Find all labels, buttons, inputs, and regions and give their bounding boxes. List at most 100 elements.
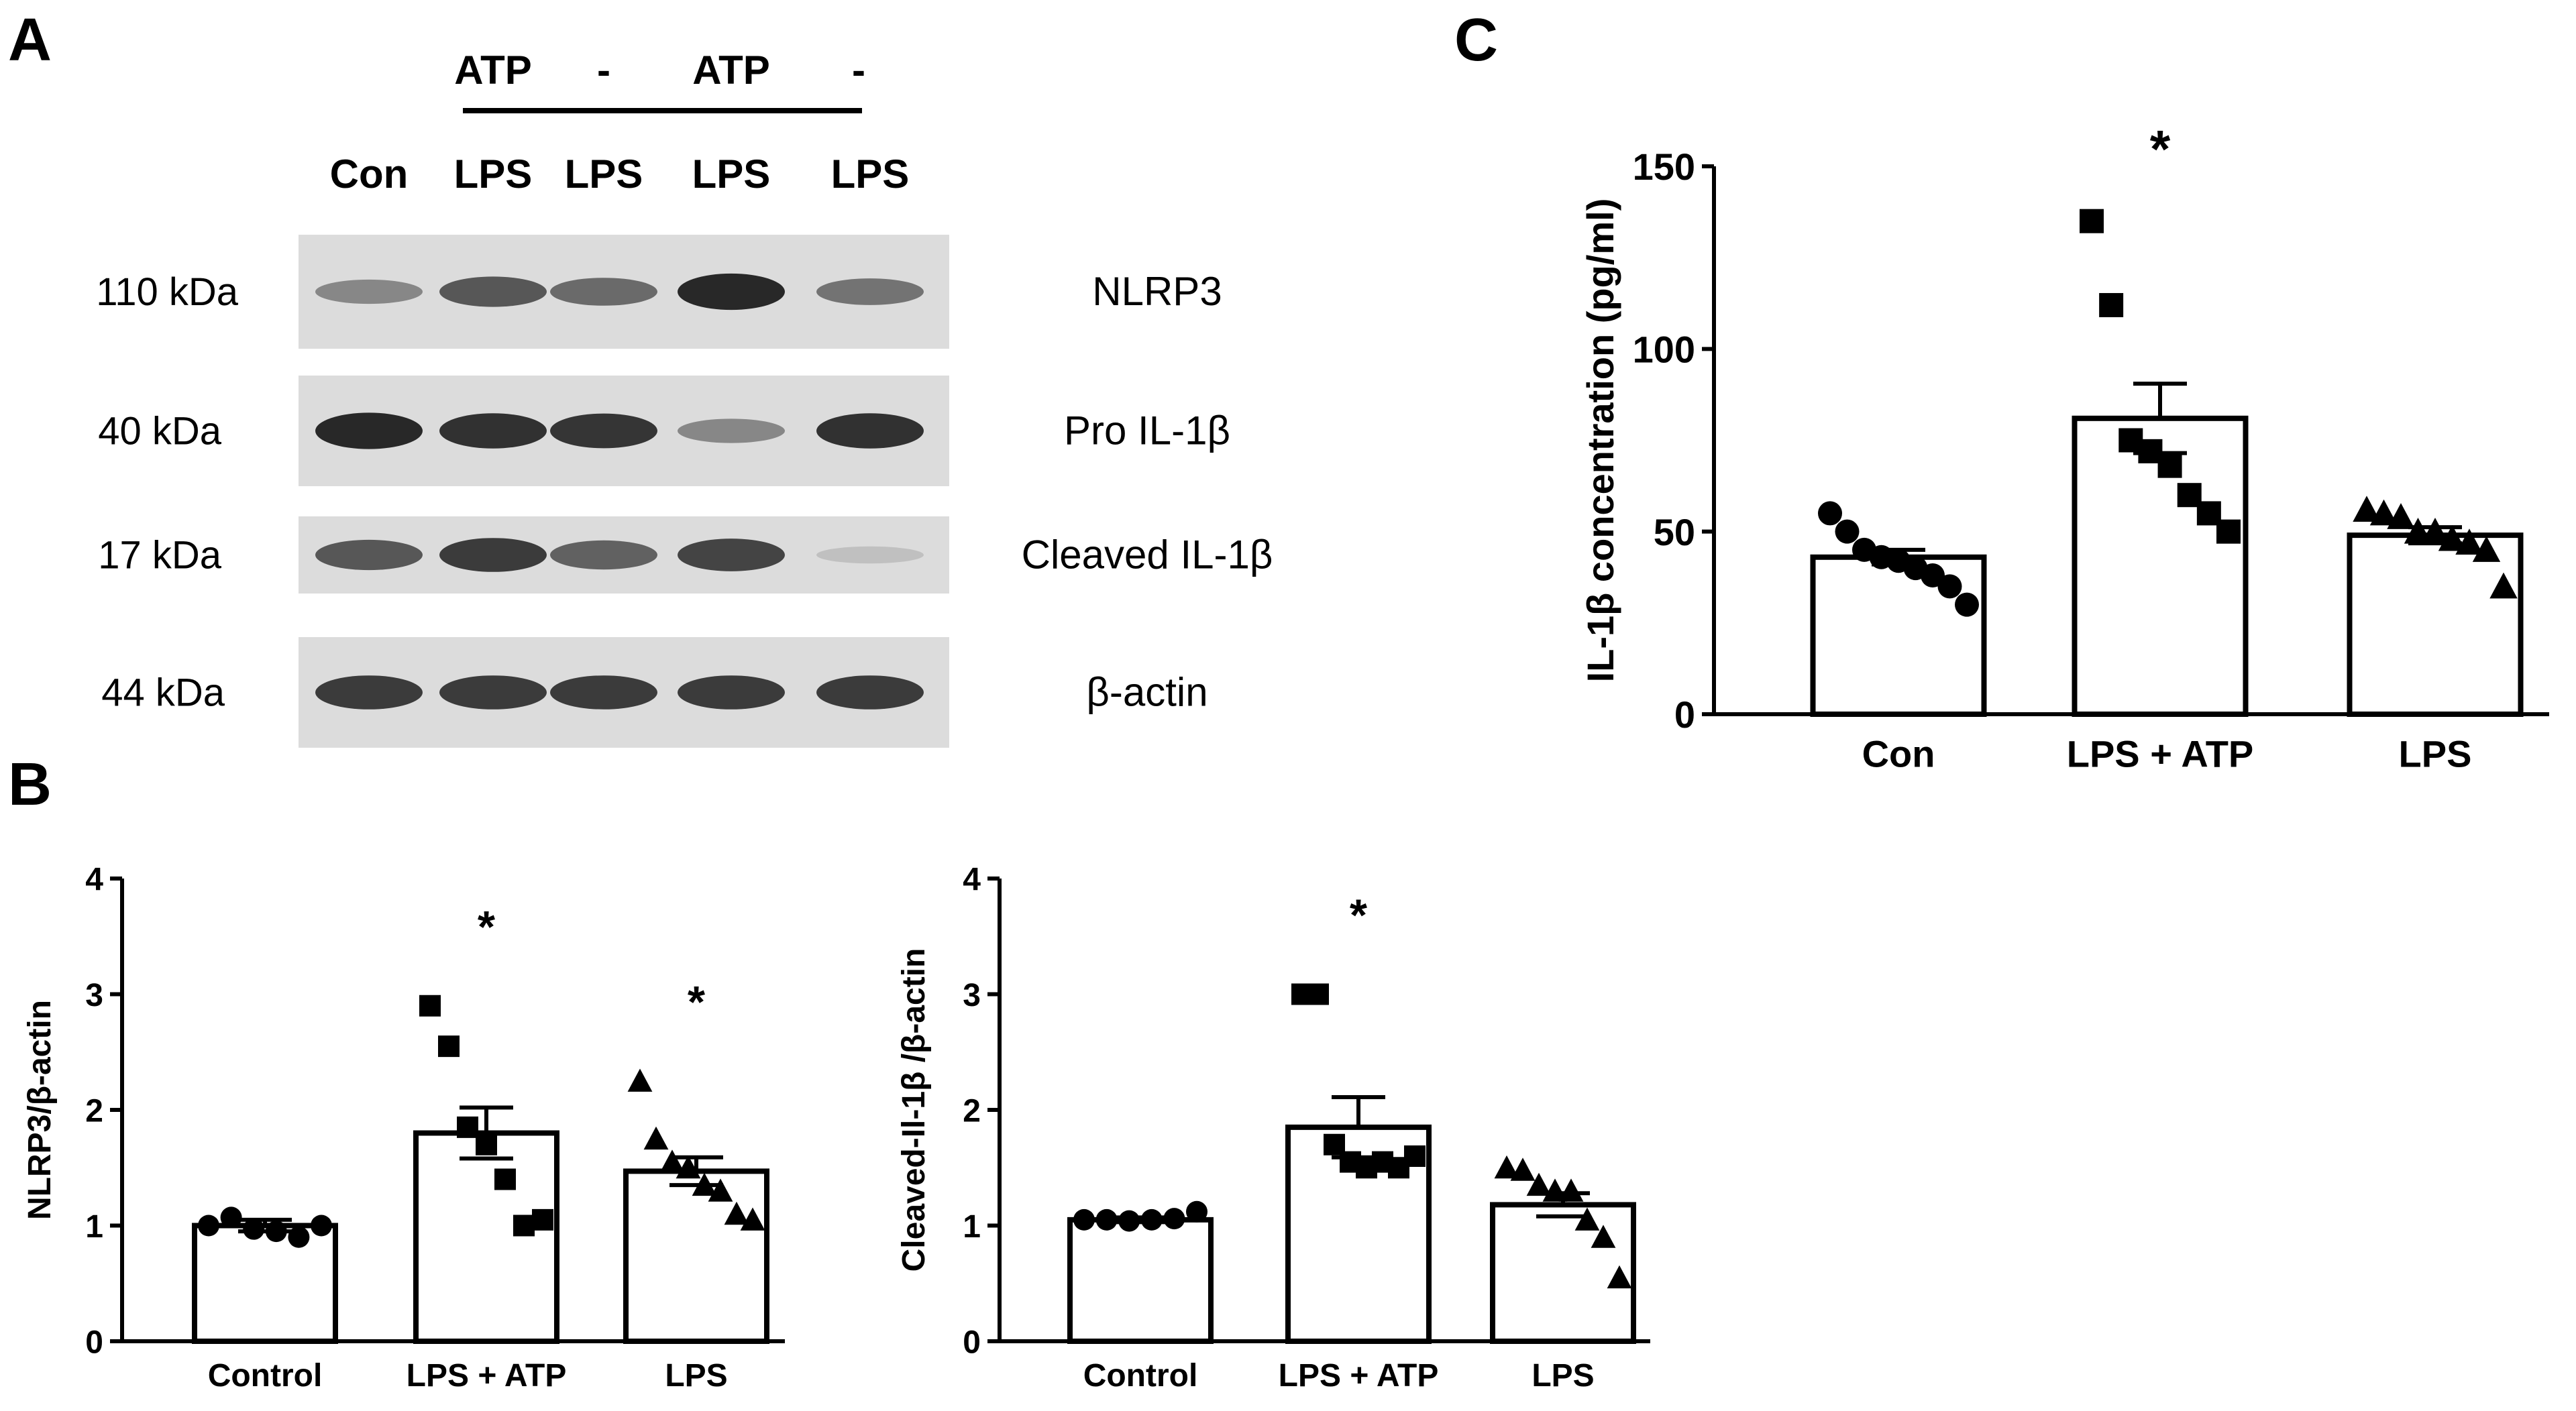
blot-lane-label: LPS: [565, 152, 643, 196]
x-tick-label: LPS: [1532, 1358, 1594, 1394]
data-point: [659, 1149, 685, 1173]
data-point: [1163, 1208, 1185, 1230]
blot-band: [678, 273, 785, 311]
data-point: [2157, 453, 2182, 478]
data-point: [1921, 563, 1945, 588]
data-point: [1095, 1208, 1118, 1231]
data-point: [311, 1215, 332, 1237]
blot-band: [439, 538, 547, 572]
data-point: [2472, 536, 2501, 562]
data-point: [288, 1226, 310, 1248]
data-point: [1186, 1200, 1208, 1223]
data-point: [532, 1208, 553, 1231]
y-tick-label: 100: [1633, 328, 1695, 370]
data-point: [1818, 501, 1842, 526]
blot-band: [439, 276, 547, 307]
x-tick-label: LPS: [2399, 732, 2472, 775]
x-tick-label: Control: [1083, 1358, 1198, 1394]
panel-label-c: C: [1454, 7, 1498, 74]
data-point: [1937, 574, 1962, 599]
bar: [623, 1168, 769, 1345]
blot-band: [315, 412, 423, 449]
data-point: [1118, 1210, 1140, 1232]
blot-band: [816, 413, 924, 449]
data-point: [1510, 1158, 1536, 1181]
y-tick-label: 0: [85, 1324, 103, 1360]
data-point: [265, 1221, 287, 1243]
data-point: [198, 1215, 219, 1237]
x-tick-label: Control: [208, 1358, 323, 1394]
blot-size-label: 110 kDa: [96, 270, 238, 314]
x-tick-label: Con: [1862, 732, 1935, 775]
y-tick-label: 2: [963, 1093, 981, 1129]
data-point: [457, 1116, 478, 1138]
panel-label-a: A: [8, 7, 52, 74]
data-point: [494, 1168, 516, 1190]
significance-marker: *: [478, 902, 496, 952]
data-point: [2099, 292, 2124, 317]
data-point: [1542, 1178, 1568, 1202]
blot-band: [550, 540, 657, 570]
x-tick-label: LPS + ATP: [2067, 732, 2254, 775]
y-tick-label: 1: [963, 1209, 981, 1245]
blot-band: [816, 278, 924, 305]
data-point: [2353, 496, 2381, 522]
bar: [2347, 532, 2524, 717]
data-point: [1494, 1155, 1519, 1179]
blot-band: [678, 418, 785, 443]
data-point: [740, 1207, 765, 1231]
significance-marker: *: [688, 977, 706, 1027]
bar: [1490, 1202, 1636, 1344]
data-point: [1307, 983, 1329, 1005]
chart-cleaved-il1b: 0 1 2 3 4 Cleaved-Il-1β /β-actin Control LPS + …: [896, 862, 1650, 1394]
y-tick-label: 3: [963, 978, 981, 1013]
panel-label-b: B: [8, 751, 52, 818]
y-tick-label: 2: [85, 1093, 103, 1129]
data-point: [1404, 1145, 1426, 1167]
blot-treatment-label: ATP: [454, 48, 532, 93]
x-tick-label: LPS: [665, 1358, 727, 1394]
blot-lane-label: LPS: [692, 152, 771, 196]
chart-il1b-concentration: 0 50 100 150 IL-1β concentration (pg/ml) Con L…: [1579, 120, 2549, 775]
bar: [192, 1223, 338, 1344]
data-point: [2216, 519, 2241, 544]
data-point: [1607, 1265, 1632, 1289]
data-point: [2455, 528, 2483, 555]
blot-band: [550, 675, 657, 710]
blot-protein-label: NLRP3: [1092, 269, 1222, 314]
data-point: [643, 1126, 669, 1150]
blot-lane-label: LPS: [454, 152, 533, 196]
blot-band: [315, 279, 423, 304]
significance-marker: *: [1350, 891, 1368, 941]
blot-band: [678, 539, 785, 571]
data-point: [2421, 517, 2449, 544]
blot-band: [550, 278, 657, 306]
data-point: [476, 1133, 497, 1155]
blot-band: [439, 413, 547, 449]
blot-band: [315, 539, 423, 571]
blot-band: [315, 675, 423, 710]
y-axis-label: Cleaved-Il-1β /β-actin: [896, 948, 932, 1272]
bar: [413, 1130, 559, 1344]
data-point: [1591, 1225, 1616, 1248]
data-point: [220, 1206, 242, 1229]
y-tick-label: 3: [85, 978, 103, 1013]
data-point: [1140, 1208, 1163, 1231]
y-tick-label: 4: [963, 862, 981, 897]
data-point: [2438, 524, 2467, 551]
x-tick-label: LPS + ATP: [1279, 1358, 1439, 1394]
blot-treatment-label: ATP: [692, 48, 770, 93]
data-point: [692, 1172, 717, 1196]
blot-size-label: 44 kDa: [101, 671, 225, 715]
blot-protein-label: β-actin: [1086, 670, 1208, 715]
blot-size-label: 40 kDa: [98, 410, 222, 453]
blot-band: [678, 675, 785, 710]
data-point: [627, 1068, 653, 1092]
data-point: [438, 1035, 460, 1058]
data-point: [243, 1218, 265, 1240]
y-tick-label: 4: [85, 862, 103, 897]
blot-lane-label: Con: [330, 152, 409, 196]
blot-treatment-label: -: [597, 48, 610, 93]
chart-nlrp3: 0 1 2 3 4 NLRP3/β-actin Control LPS + ATP * LPS *: [22, 862, 785, 1394]
blot-treatment-label: -: [852, 48, 865, 93]
